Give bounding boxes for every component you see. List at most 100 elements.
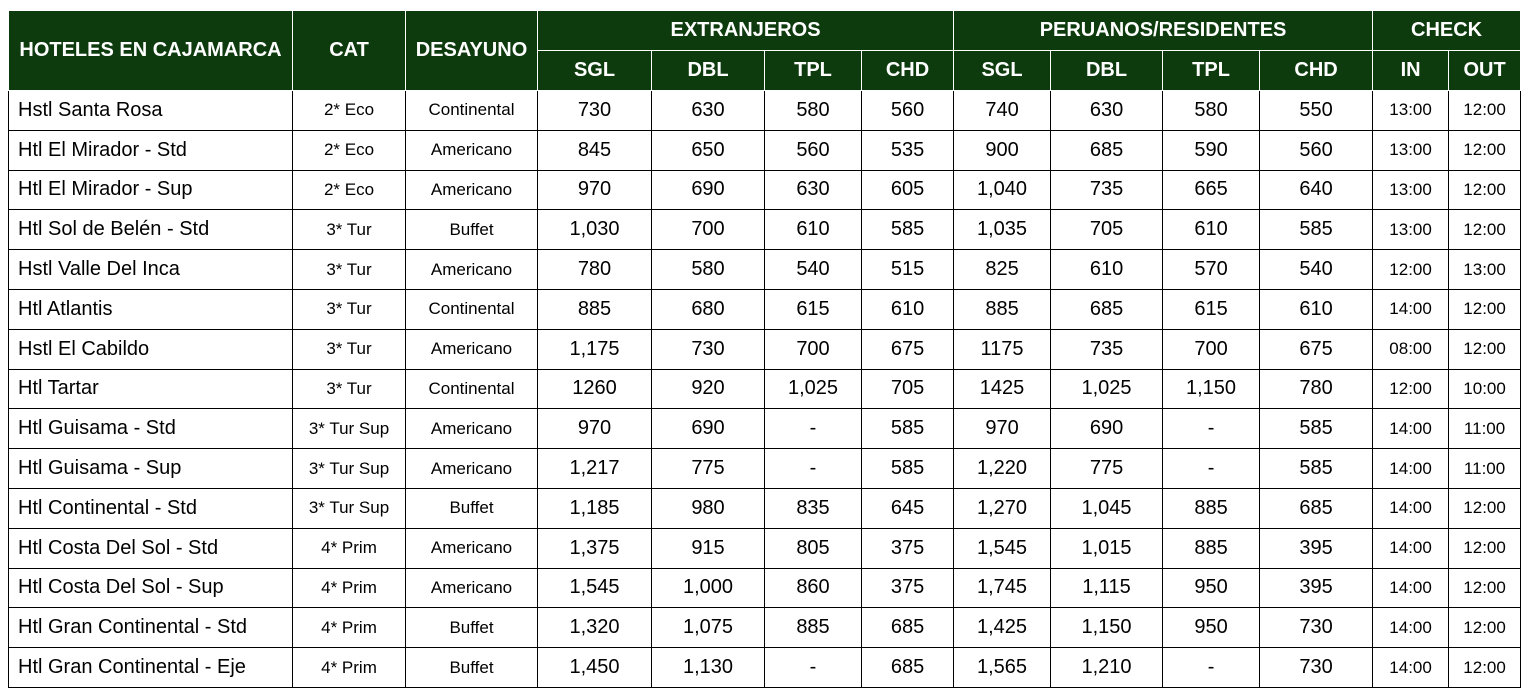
hotel-name-cell: Htl Guisama - Std (8, 408, 293, 450)
per-sgl-cell: 1,035 (953, 209, 1052, 251)
per-tpl-cell: 885 (1162, 487, 1261, 529)
check-out-cell: 12:00 (1448, 129, 1522, 171)
ext-chd-cell: 645 (860, 487, 955, 529)
check-in-cell: 14:00 (1372, 288, 1450, 330)
category-cell: 3* Tur (292, 209, 406, 251)
ext-sgl-cell: 1,320 (537, 607, 652, 649)
ext-dbl-cell: 680 (651, 288, 765, 330)
ext-sgl-cell: 1,545 (537, 567, 652, 609)
ext-sgl-cell: 1,030 (537, 209, 652, 251)
per-dbl-cell: 1,025 (1050, 368, 1164, 410)
per-chd-cell: 685 (1259, 487, 1374, 529)
hotel-name-cell: Htl Atlantis (8, 288, 293, 330)
per-sgl-cell: 1,040 (953, 169, 1052, 211)
ext-dbl-cell: 1,130 (651, 647, 765, 688)
breakfast-cell: Americano (405, 567, 538, 609)
per-dbl-cell: 735 (1050, 328, 1164, 370)
per-tpl-cell: 570 (1162, 249, 1261, 290)
check-out-cell: 10:00 (1448, 368, 1522, 410)
ext-sgl-cell: 1,175 (537, 328, 652, 370)
category-cell: 2* Eco (292, 90, 406, 131)
per-chd-cell: 395 (1259, 567, 1374, 609)
ext-dbl-cell: 690 (651, 408, 765, 450)
hotel-name-cell: Htl Tartar (8, 368, 293, 410)
per-chd-cell: 550 (1259, 90, 1374, 131)
breakfast-cell: Continental (405, 288, 538, 330)
per-sgl-cell: 1,565 (953, 647, 1052, 688)
ext-chd-cell: 685 (860, 647, 955, 688)
ext-sgl-cell: 970 (537, 169, 652, 211)
category-cell: 3* Tur Sup (292, 408, 406, 450)
per-tpl-cell: 615 (1162, 288, 1261, 330)
ext-tpl-cell: - (764, 448, 862, 489)
per-tpl-cell: 700 (1162, 328, 1261, 370)
per-chd-cell: 730 (1259, 647, 1374, 688)
ext-chd-cell: 585 (860, 408, 955, 450)
category-cell: 2* Eco (292, 129, 406, 171)
ext-tpl-cell: 805 (764, 527, 862, 569)
check-in-cell: 14:00 (1372, 487, 1450, 529)
check-in-cell: 14:00 (1372, 607, 1450, 649)
check-in-cell: 08:00 (1372, 328, 1450, 370)
ext-sgl-cell: 1,185 (537, 487, 652, 529)
per-dbl-cell: 685 (1050, 288, 1164, 330)
table-row: Htl Sol de Belén - Std 3* Tur Buffet 1,030 7… (8, 209, 1522, 251)
check-in-cell: 14:00 (1372, 448, 1450, 489)
per-sgl-cell: 1,745 (953, 567, 1052, 609)
check-out-cell: 13:00 (1448, 249, 1522, 290)
per-dbl-cell: 630 (1050, 90, 1164, 131)
ext-dbl-cell: 920 (651, 368, 765, 410)
per-dbl-cell: 1,015 (1050, 527, 1164, 569)
per-sgl-cell: 1425 (953, 368, 1052, 410)
ext-tpl-cell: 860 (764, 567, 862, 609)
per-dbl-cell: 1,150 (1050, 607, 1164, 649)
per-sgl-cell: 1,220 (953, 448, 1052, 489)
per-tpl-cell: - (1162, 647, 1261, 688)
hotel-name-cell: Htl Costa Del Sol - Sup (8, 567, 293, 609)
ext-dbl-cell: 915 (651, 527, 765, 569)
check-out-cell: 12:00 (1448, 209, 1522, 251)
check-out-cell: 12:00 (1448, 288, 1522, 330)
hotel-name-cell: Htl Costa Del Sol - Std (8, 527, 293, 569)
breakfast-cell: Buffet (405, 209, 538, 251)
table-row: Htl Guisama - Std 3* Tur Sup Americano 970 6… (8, 408, 1522, 450)
per-tpl-cell: 950 (1162, 567, 1261, 609)
table-row: Hstl Valle Del Inca 3* Tur Americano 780 580… (8, 249, 1522, 290)
ext-chd-cell: 515 (860, 249, 955, 290)
ext-dbl-cell: 775 (651, 448, 765, 489)
hotel-name-cell: Htl Gran Continental - Std (8, 607, 293, 649)
ext-tpl-cell: - (764, 647, 862, 688)
breakfast-cell: Americano (405, 249, 538, 290)
category-cell: 3* Tur (292, 249, 406, 290)
per-sgl-cell: 1175 (953, 328, 1052, 370)
per-dbl-cell: 610 (1050, 249, 1164, 290)
per-chd-cell: 585 (1259, 448, 1374, 489)
table-row: Htl Atlantis 3* Tur Continental 885 680 615 61… (8, 288, 1522, 330)
category-cell: 3* Tur (292, 288, 406, 330)
ext-dbl-cell: 730 (651, 328, 765, 370)
category-cell: 4* Prim (292, 647, 406, 688)
ext-dbl-cell: 1,075 (651, 607, 765, 649)
check-in-cell: 12:00 (1372, 368, 1450, 410)
per-tpl-cell: 580 (1162, 90, 1261, 131)
check-in-cell: 13:00 (1372, 209, 1450, 251)
header-group-check: CHECK (1372, 10, 1522, 51)
breakfast-cell: Americano (405, 408, 538, 450)
breakfast-cell: Buffet (405, 487, 538, 529)
per-tpl-cell: - (1162, 408, 1261, 450)
ext-tpl-cell: 630 (764, 169, 862, 211)
check-out-cell: 12:00 (1448, 169, 1522, 211)
breakfast-cell: Continental (405, 368, 538, 410)
check-out-cell: 12:00 (1448, 607, 1522, 649)
header-cat: CAT (292, 10, 406, 91)
table-row: Htl Continental - Std 3* Tur Sup Buffet 1,1… (8, 487, 1522, 529)
per-tpl-cell: 610 (1162, 209, 1261, 251)
category-cell: 3* Tur Sup (292, 448, 406, 489)
table-row: Htl Guisama - Sup 3* Tur Sup Americano 1,21… (8, 448, 1522, 489)
ext-tpl-cell: 610 (764, 209, 862, 251)
ext-tpl-cell: 700 (764, 328, 862, 370)
per-chd-cell: 585 (1259, 209, 1374, 251)
category-cell: 4* Prim (292, 607, 406, 649)
per-chd-cell: 395 (1259, 527, 1374, 569)
ext-dbl-cell: 580 (651, 249, 765, 290)
